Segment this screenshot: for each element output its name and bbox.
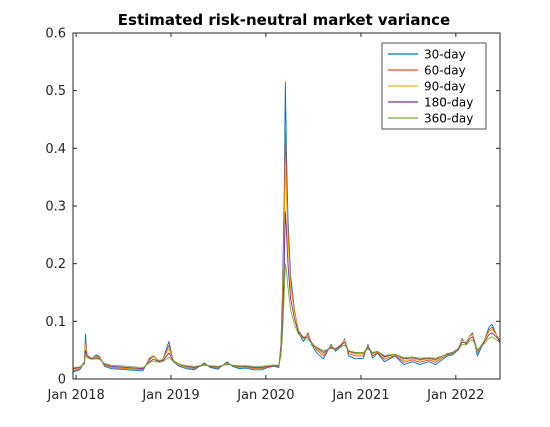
y-tick-label: 0.5 [45, 84, 66, 99]
x-tick-label: Jan 2022 [426, 388, 484, 403]
x-tick-label: Jan 2019 [141, 388, 199, 403]
series-line-180-day [72, 211, 501, 370]
legend-label-180-day: 180-day [424, 96, 473, 110]
y-tick-label: 0.2 [45, 257, 66, 272]
x-tick-label: Jan 2021 [331, 388, 389, 403]
series-layer [72, 81, 501, 373]
y-tick-label: 0 [58, 373, 66, 388]
x-tick-label: Jan 2018 [46, 388, 104, 403]
legend-label-90-day: 90-day [424, 80, 466, 94]
legend-label-60-day: 60-day [424, 64, 466, 78]
series-line-60-day [72, 130, 501, 372]
legend-label-30-day: 30-day [424, 48, 466, 62]
series-line-30-day [72, 81, 501, 373]
series-line-360-day [72, 263, 501, 368]
y-tick-label: 0.4 [45, 142, 66, 157]
y-tick-label: 0.3 [45, 200, 66, 215]
x-tick-label: Jan 2020 [236, 388, 294, 403]
legend: 30-day 60-day 90-day 180-day 360-day [381, 42, 487, 130]
series-line-90-day [72, 165, 501, 371]
y-tick-label: 0.6 [45, 27, 66, 42]
legend-label-360-day: 360-day [424, 112, 473, 126]
y-tick-label: 0.1 [45, 315, 66, 330]
chart-title: Estimated risk-neutral market variance [118, 11, 450, 29]
axes-layer: 0 0.1 0.2 0.3 0.4 0.5 0.6 Jan 2018 Jan 2019 Jan 2… [45, 27, 501, 403]
